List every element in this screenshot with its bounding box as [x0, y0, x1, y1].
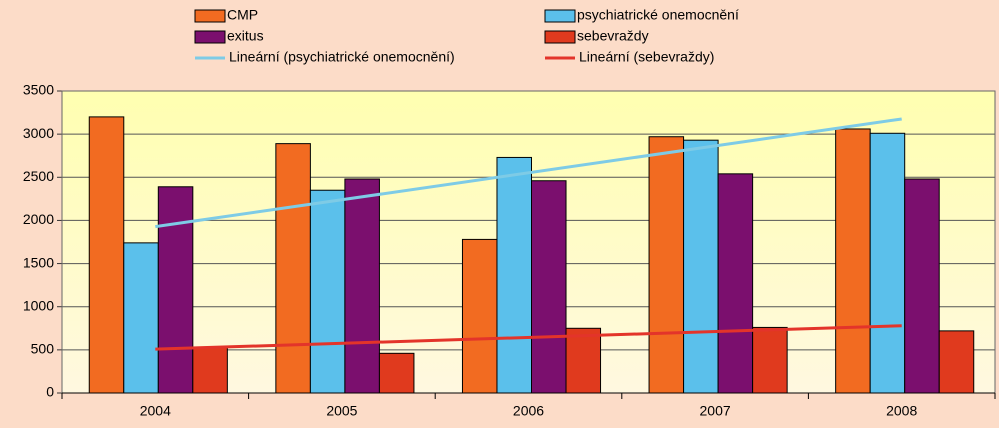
- y-tick-label: 1000: [23, 297, 54, 313]
- bar: [565, 327, 602, 394]
- legend-label: Lineární (psychiatrické onemocnění): [229, 49, 455, 65]
- x-tick-label: 2004: [140, 403, 171, 419]
- trendline: [155, 117, 902, 229]
- bar: [275, 143, 311, 394]
- bar: [309, 189, 346, 394]
- x-tick-label: 2006: [513, 403, 544, 419]
- bar: [938, 330, 975, 394]
- legend-swatch: [544, 9, 576, 23]
- bar: [344, 178, 380, 394]
- y-tick-label: 1500: [23, 254, 54, 270]
- bar: [157, 186, 194, 394]
- y-tick-label: 3500: [23, 82, 54, 98]
- y-tick-label: 0: [46, 384, 54, 400]
- bar: [378, 352, 415, 394]
- legend-label: sebevraždy: [577, 28, 649, 44]
- trendline: [155, 324, 902, 351]
- legend-label: Lineární (sebevraždy): [579, 49, 714, 65]
- bar: [531, 180, 567, 394]
- bar: [192, 346, 228, 394]
- legend-swatch: [194, 9, 226, 23]
- legend-label: psychiatrické onemocnění: [577, 7, 739, 23]
- y-tick-label: 2000: [23, 211, 54, 227]
- legend-swatch: [194, 30, 226, 44]
- bar: [752, 326, 788, 394]
- bar: [123, 242, 159, 394]
- bar: [683, 139, 719, 394]
- y-tick-label: 2500: [23, 168, 54, 184]
- legend-label: CMP: [227, 7, 258, 23]
- bar: [88, 116, 125, 394]
- x-tick-label: 2008: [886, 403, 917, 419]
- y-tick-label: 500: [31, 341, 55, 357]
- bar: [835, 128, 871, 394]
- bar: [904, 178, 940, 394]
- bar: [496, 156, 533, 394]
- legend-swatch: [544, 30, 576, 44]
- bar: [717, 173, 754, 394]
- y-tick-label: 3000: [23, 125, 54, 141]
- legend-label: exitus: [227, 28, 264, 44]
- bar: [869, 132, 906, 394]
- bar: [648, 136, 685, 394]
- x-tick-label: 2007: [700, 403, 731, 419]
- bar: [461, 238, 498, 394]
- x-tick-label: 2005: [326, 403, 357, 419]
